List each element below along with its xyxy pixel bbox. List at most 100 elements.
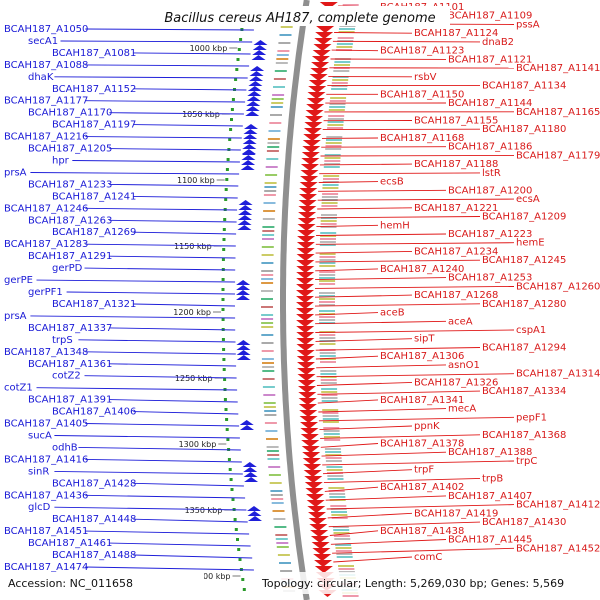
- gene-label-left[interactable]: BCAH187_A1488: [52, 550, 136, 561]
- gene-label-left[interactable]: BCAH187_A1177: [4, 96, 88, 107]
- gene-label-left[interactable]: cotZ1: [4, 383, 33, 394]
- gene-label-left[interactable]: dhaK: [28, 72, 54, 83]
- gene-label-left[interactable]: BCAH187_A1081: [52, 48, 136, 59]
- gene-label-left[interactable]: BCAH187_A1233: [28, 179, 112, 190]
- gene-label-right[interactable]: BCAH187_A1188: [414, 159, 498, 170]
- gene-label-left[interactable]: trpS: [52, 335, 73, 346]
- gene-label-left[interactable]: BCAH187_A1416: [4, 454, 88, 465]
- gene-label-left[interactable]: BCAH187_A1448: [52, 514, 136, 525]
- gene-label-right[interactable]: BCAH187_A1268: [414, 290, 498, 301]
- gene-label-right[interactable]: BCAH187_A1452: [516, 543, 600, 554]
- gene-label-left[interactable]: BCAH187_A1321: [52, 299, 136, 310]
- gene-label-right[interactable]: BCAH187_A1141: [516, 63, 600, 74]
- gene-label-right[interactable]: ecsB: [380, 177, 404, 188]
- gene-label-left[interactable]: cotZ2: [52, 371, 81, 382]
- gene-label-left[interactable]: gerPF1: [28, 287, 63, 298]
- gene-label-left[interactable]: BCAH187_A1246: [4, 203, 88, 214]
- gene-label-right[interactable]: BCAH187_A1402: [380, 482, 464, 493]
- gene-label-right[interactable]: hemE: [516, 238, 545, 249]
- gene-label-right[interactable]: BCAH187_A1134: [482, 81, 566, 92]
- gene-label-right[interactable]: lstR: [482, 168, 501, 179]
- gene-label-left[interactable]: BCAH187_A1391: [28, 395, 112, 406]
- gene-label-left[interactable]: BCAH187_A1428: [52, 478, 136, 489]
- gene-label-left[interactable]: BCAH187_A1216: [4, 132, 88, 143]
- gene-label-left[interactable]: BCAH187_A1088: [4, 60, 88, 71]
- gene-label-right[interactable]: BCAH187_A1186: [448, 142, 532, 153]
- gene-label-right[interactable]: BCAH187_A1180: [482, 124, 566, 135]
- gene-label-right[interactable]: BCAH187_A1123: [380, 46, 464, 57]
- gene-label-right[interactable]: ppnK: [414, 421, 440, 432]
- gene-label-right[interactable]: cspA1: [516, 325, 546, 336]
- gene-label-left[interactable]: BCAH187_A1291: [28, 251, 112, 262]
- gene-label-right[interactable]: BCAH187_A1412: [516, 500, 600, 511]
- gene-label-right[interactable]: BCAH187_A1260: [516, 281, 600, 292]
- gene-label-left[interactable]: secA1: [28, 36, 58, 47]
- gene-label-left[interactable]: BCAH187_A1269: [52, 227, 136, 238]
- gene-label-left[interactable]: BCAH187_A1436: [4, 490, 88, 501]
- gene-label-left[interactable]: BCAH187_A1152: [52, 84, 136, 95]
- gene-label-right[interactable]: BCAH187_A1245: [482, 255, 566, 266]
- gene-label-right[interactable]: trpB: [482, 473, 503, 484]
- gene-label-right[interactable]: asnO1: [448, 360, 480, 371]
- gene-label-right[interactable]: pepF1: [516, 412, 547, 423]
- gene-label-right[interactable]: BCAH187_A1334: [482, 386, 566, 397]
- gene-label-left[interactable]: glcD: [28, 502, 51, 513]
- gene-label-left[interactable]: BCAH187_A1406: [52, 407, 136, 418]
- gene-label-right[interactable]: BCAH187_A1121: [448, 54, 532, 65]
- gene-label-left[interactable]: hpr: [52, 156, 70, 167]
- gene-label-left[interactable]: BCAH187_A1405: [4, 419, 88, 430]
- gene-label-right[interactable]: hemH: [380, 220, 410, 231]
- gene-label-right[interactable]: sipT: [414, 334, 435, 345]
- gene-label-right[interactable]: BCAH187_A1150: [380, 89, 464, 100]
- gene-label-right[interactable]: BCAH187_A1438: [380, 526, 464, 537]
- gene-label-right[interactable]: BCAH187_A1109: [448, 11, 532, 22]
- gene-label-left[interactable]: BCAH187_A1474: [4, 562, 88, 573]
- gene-label-right[interactable]: BCAH187_A1179: [516, 150, 600, 161]
- gene-label-left[interactable]: prsA: [4, 311, 27, 322]
- gene-label-right[interactable]: aceB: [380, 308, 405, 319]
- gene-label-right[interactable]: BCAH187_A1144: [448, 98, 532, 109]
- gene-label-left[interactable]: BCAH187_A1197: [52, 120, 136, 131]
- gene-label-left[interactable]: sinR: [28, 466, 49, 477]
- gene-label-right[interactable]: BCAH187_A1407: [448, 491, 532, 502]
- gene-label-right[interactable]: mecA: [448, 404, 476, 415]
- gene-label-left[interactable]: BCAH187_A1263: [28, 215, 112, 226]
- gene-label-right[interactable]: dnaB2: [482, 37, 514, 48]
- gene-label-right[interactable]: aceA: [448, 316, 473, 327]
- gene-label-left[interactable]: BCAH187_A1170: [28, 108, 112, 119]
- gene-label-right[interactable]: pssA: [516, 20, 540, 31]
- gene-label-left[interactable]: BCAH187_A1205: [28, 144, 112, 155]
- gene-label-right[interactable]: BCAH187_A1209: [482, 212, 566, 223]
- gene-label-left[interactable]: prsA: [4, 168, 27, 179]
- gene-label-right[interactable]: BCAH187_A1368: [482, 430, 566, 441]
- gene-label-left[interactable]: BCAH187_A1241: [52, 191, 136, 202]
- gene-label-left[interactable]: BCAH187_A1361: [28, 359, 112, 370]
- gene-label-right[interactable]: BCAH187_A1124: [414, 28, 498, 39]
- gene-label-right[interactable]: BCAH187_A1280: [482, 299, 566, 310]
- gene-label-right[interactable]: BCAH187_A1200: [448, 185, 532, 196]
- gene-label-right[interactable]: BCAH187_A1378: [380, 439, 464, 450]
- gene-label-right[interactable]: BCAH187_A1306: [380, 351, 464, 362]
- gene-label-right[interactable]: BCAH187_A1240: [380, 264, 464, 275]
- gene-label-left[interactable]: BCAH187_A1283: [4, 239, 88, 250]
- gene-label-left[interactable]: BCAH187_A1050: [4, 24, 88, 35]
- gene-label-right[interactable]: BCAH187_A1294: [482, 343, 566, 354]
- gene-label-right[interactable]: BCAH187_A1430: [482, 517, 566, 528]
- gene-label-left[interactable]: BCAH187_A1451: [4, 526, 88, 537]
- gene-label-right[interactable]: BCAH187_A1165: [516, 107, 600, 118]
- gene-label-right[interactable]: BCAH187_A1221: [414, 203, 498, 214]
- gene-label-left[interactable]: BCAH187_A1348: [4, 347, 88, 358]
- gene-label-right[interactable]: ecsA: [516, 194, 540, 205]
- gene-label-right[interactable]: BCAH187_A1234: [414, 246, 498, 257]
- gene-label-left[interactable]: BCAH187_A1337: [28, 323, 112, 334]
- gene-label-right[interactable]: BCAH187_A1326: [414, 377, 498, 388]
- gene-label-right[interactable]: rsbV: [414, 72, 437, 83]
- gene-label-right[interactable]: BCAH187_A1155: [414, 116, 498, 127]
- gene-label-right[interactable]: trpC: [516, 456, 537, 467]
- gene-label-right[interactable]: BCAH187_A1168: [380, 133, 464, 144]
- gene-label-left[interactable]: odhB: [52, 442, 78, 453]
- gene-label-right[interactable]: BCAH187_A1419: [414, 508, 498, 519]
- gene-label-right[interactable]: BCAH187_A1314: [516, 369, 600, 380]
- gene-label-right[interactable]: comC: [414, 552, 442, 563]
- gene-label-right[interactable]: BCAH187_A1223: [448, 229, 532, 240]
